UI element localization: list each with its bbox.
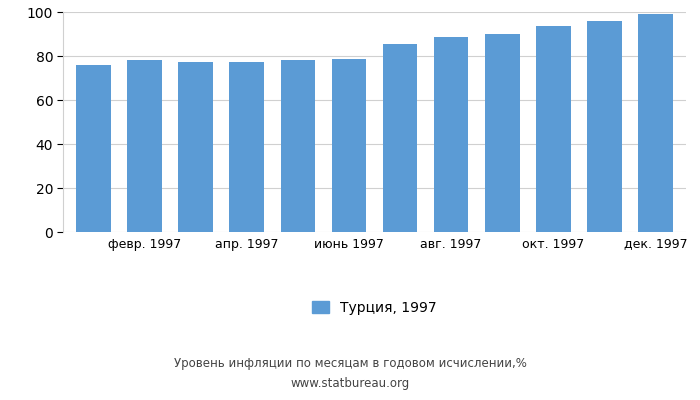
Bar: [485, 34, 519, 232]
Bar: [127, 60, 162, 232]
Text: Уровень инфляции по месяцам в годовом исчислении,%: Уровень инфляции по месяцам в годовом ис…: [174, 358, 526, 370]
Bar: [434, 37, 468, 232]
Bar: [281, 60, 315, 232]
Bar: [536, 26, 570, 232]
Bar: [230, 62, 264, 232]
Bar: [383, 44, 417, 232]
Bar: [178, 62, 213, 232]
Bar: [76, 65, 111, 232]
Bar: [332, 59, 366, 232]
Bar: [587, 21, 622, 232]
Legend: Турция, 1997: Турция, 1997: [312, 300, 437, 314]
Text: www.statbureau.org: www.statbureau.org: [290, 378, 410, 390]
Bar: [638, 14, 673, 232]
